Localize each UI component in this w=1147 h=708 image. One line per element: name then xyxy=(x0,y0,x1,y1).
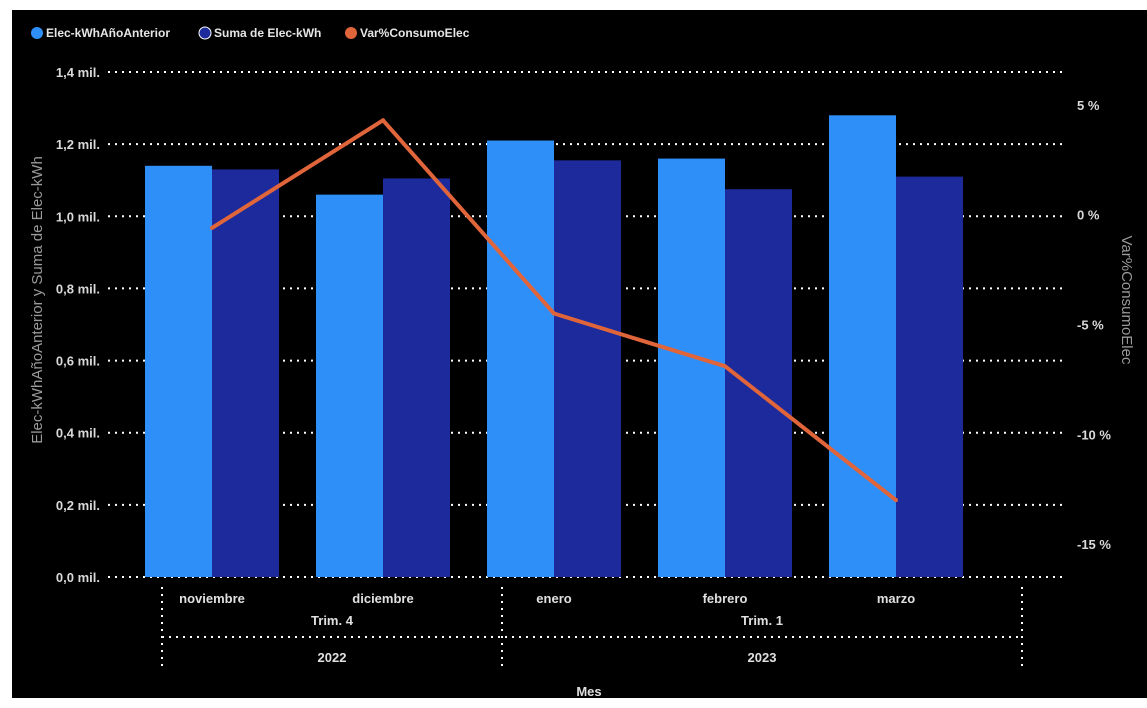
x-tick-label-month: marzo xyxy=(877,591,915,606)
variation-line-point[interactable] xyxy=(894,498,898,503)
y-right-tick-label: 5 % xyxy=(1077,98,1100,113)
y-left-tick-label: 0,4 mil. xyxy=(56,426,100,441)
y-right-tick-label: -5 % xyxy=(1077,318,1104,333)
y-axis-right-ticks: 5 % 0 % -5 % -10 % -15 % xyxy=(1077,98,1111,552)
bar-prev-year[interactable] xyxy=(145,165,212,578)
y-left-tick-label: 1,0 mil. xyxy=(56,209,100,224)
variation-line-point[interactable] xyxy=(723,364,727,369)
bar-prev-year[interactable] xyxy=(658,158,725,578)
variation-line xyxy=(210,118,898,503)
x-tick-label-month: noviembre xyxy=(179,591,245,606)
legend[interactable]: Elec-kWhAñoAnterior Suma de Elec-kWh Var… xyxy=(31,26,470,40)
x-tick-label-month: diciembre xyxy=(352,591,413,606)
legend-marker-variation xyxy=(345,27,357,39)
combo-chart: Elec-kWhAñoAnterior Suma de Elec-kWh Var… xyxy=(29,26,1135,698)
y-left-tick-label: 0,8 mil. xyxy=(56,281,100,296)
y-left-tick-label: 1,4 mil. xyxy=(56,65,100,80)
chart-frame: Elec-kWhAñoAnterior Suma de Elec-kWh Var… xyxy=(12,10,1147,698)
bar-current[interactable] xyxy=(212,169,279,577)
bar-current[interactable] xyxy=(725,189,792,577)
bar-current[interactable] xyxy=(896,176,963,577)
bar-current[interactable] xyxy=(383,178,450,578)
legend-marker-prev-year xyxy=(31,27,43,39)
x-tick-label-quarter: Trim. 1 xyxy=(741,613,783,628)
x-tick-label-month: febrero xyxy=(703,591,748,606)
y-left-tick-label: 0,0 mil. xyxy=(56,570,100,585)
x-tick-label-quarter: Trim. 4 xyxy=(311,613,354,628)
legend-label-current: Suma de Elec-kWh xyxy=(214,26,321,40)
bar-current[interactable] xyxy=(554,160,621,577)
x-tick-label-year: 2022 xyxy=(318,650,347,665)
variation-line-point[interactable] xyxy=(210,225,214,230)
bar-prev-year[interactable] xyxy=(316,194,383,577)
y-axis-right-title: Var%ConsumoElec xyxy=(1118,236,1135,365)
variation-line-point[interactable] xyxy=(381,118,385,123)
y-right-tick-label: -10 % xyxy=(1077,427,1111,442)
variation-line-point[interactable] xyxy=(552,311,556,316)
x-tick-label-year: 2023 xyxy=(748,650,777,665)
bar-prev-year[interactable] xyxy=(829,115,896,578)
y-right-tick-label: -15 % xyxy=(1077,537,1111,552)
y-right-tick-label: 0 % xyxy=(1077,208,1100,223)
legend-marker-current xyxy=(198,26,212,40)
x-axis: noviembre diciembre enero febrero marzo Trim.… xyxy=(161,587,1023,668)
bar-prev-year[interactable] xyxy=(487,140,554,578)
legend-label-variation: Var%ConsumoElec xyxy=(360,26,470,40)
y-left-tick-label: 1,2 mil. xyxy=(56,137,100,152)
x-axis-title: Mes xyxy=(576,684,601,698)
y-left-tick-label: 0,2 mil. xyxy=(56,498,100,513)
bars xyxy=(145,115,963,578)
y-axis-left-title: Elec-kWhAñoAnterior y Suma de Elec-kWh xyxy=(29,156,46,444)
y-axis-left-ticks: 0,0 mil. 0,2 mil. 0,4 mil. 0,6 mil. 0,8 mil.… xyxy=(56,65,100,585)
x-tick-label-month: enero xyxy=(536,591,571,606)
legend-label-prev-year: Elec-kWhAñoAnterior xyxy=(46,26,170,40)
y-left-tick-label: 0,6 mil. xyxy=(56,354,100,369)
